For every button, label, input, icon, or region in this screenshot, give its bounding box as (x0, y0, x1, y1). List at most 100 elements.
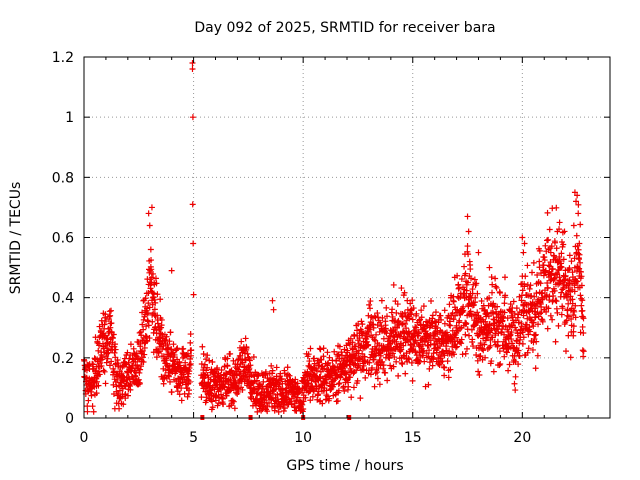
data-point (497, 289, 504, 296)
data-point (186, 387, 193, 394)
data-point (168, 346, 175, 353)
data-point (145, 300, 152, 307)
data-point (481, 341, 488, 348)
data-point (111, 368, 118, 375)
data-point (420, 303, 427, 310)
data-point (137, 340, 144, 347)
data-point (138, 350, 145, 357)
data-point (398, 285, 405, 292)
data-point (125, 359, 132, 366)
data-point (495, 330, 502, 337)
data-point (547, 249, 554, 256)
data-point (145, 210, 152, 217)
data-point (511, 310, 518, 317)
data-point (367, 298, 374, 305)
data-point (108, 358, 115, 365)
data-point (237, 352, 244, 359)
data-point (465, 251, 472, 258)
data-point (390, 332, 397, 339)
data-point (403, 350, 410, 357)
data-point (545, 262, 552, 269)
data-point (95, 382, 102, 389)
data-point (533, 290, 540, 297)
data-point (168, 267, 175, 274)
data-point (546, 226, 553, 233)
data-point (373, 331, 380, 338)
data-point (453, 343, 460, 350)
data-point (292, 376, 299, 383)
data-point (149, 318, 156, 325)
data-point (106, 362, 113, 369)
data-point (576, 251, 583, 258)
data-point (377, 319, 384, 326)
y-tick-label: 0.2 (52, 351, 74, 367)
data-point (515, 347, 522, 354)
data-point (146, 304, 153, 311)
data-point (571, 288, 578, 295)
data-point (116, 405, 123, 412)
data-point (280, 407, 287, 414)
data-point (305, 351, 312, 358)
data-point (110, 331, 117, 338)
data-point (176, 358, 183, 365)
data-point (307, 397, 314, 404)
x-tick-label: 15 (404, 430, 422, 446)
data-point (264, 403, 271, 410)
data-point (477, 340, 484, 347)
data-point (141, 344, 148, 351)
data-point (471, 276, 478, 283)
data-point (102, 380, 109, 387)
data-point (405, 355, 412, 362)
data-point (143, 323, 150, 330)
data-point (520, 249, 527, 256)
data-point (551, 287, 558, 294)
data-point (135, 376, 142, 383)
data-point (431, 341, 438, 348)
data-point (357, 395, 364, 402)
data-point (171, 351, 178, 358)
data-point (150, 290, 157, 297)
data-point (335, 387, 342, 394)
data-point (184, 393, 191, 400)
data-point (378, 297, 385, 304)
data-point (548, 243, 555, 250)
data-point (174, 388, 181, 395)
data-point (482, 318, 489, 325)
data-point (522, 273, 529, 280)
data-point (101, 368, 108, 375)
data-point (478, 298, 485, 305)
data-point (209, 358, 216, 365)
data-point (463, 345, 470, 352)
data-point (214, 364, 221, 371)
data-point (184, 373, 191, 380)
data-point (224, 362, 231, 369)
data-point (200, 350, 207, 357)
data-point (146, 222, 153, 229)
data-point (537, 310, 544, 317)
data-point (574, 278, 581, 285)
data-point (187, 355, 194, 362)
data-point (89, 403, 96, 410)
data-point (578, 302, 585, 309)
y-tick-label: 0.6 (52, 231, 74, 247)
data-point (406, 330, 413, 337)
data-point (223, 392, 230, 399)
data-point (394, 301, 401, 308)
data-point (125, 392, 132, 399)
data-point (512, 387, 519, 394)
data-point (138, 332, 145, 339)
data-point (490, 300, 497, 307)
data-point (415, 357, 422, 364)
y-tick-label: 0.8 (52, 170, 74, 186)
data-point (497, 360, 504, 367)
data-point (186, 378, 193, 385)
data-point (106, 313, 113, 320)
data-point (542, 267, 549, 274)
data-point (189, 114, 196, 121)
data-point (577, 221, 584, 228)
data-point (464, 243, 471, 250)
data-point (547, 312, 554, 319)
data-point (93, 378, 100, 385)
data-point (473, 351, 480, 358)
data-point (140, 358, 147, 365)
